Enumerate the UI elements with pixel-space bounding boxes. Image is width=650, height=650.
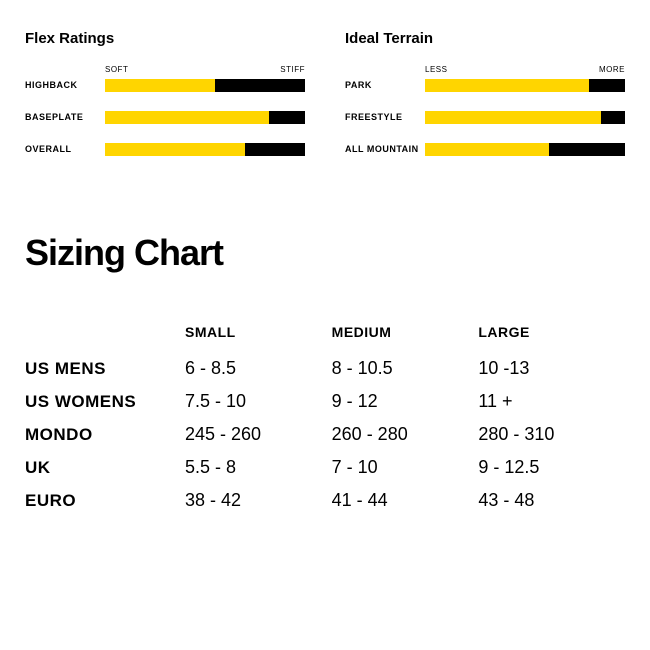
sizing-row: UK5.5 - 87 - 109 - 12.5 <box>25 457 625 478</box>
terrain-scale-left: LESS <box>425 65 447 74</box>
col-header: SMALL <box>185 324 332 340</box>
sizing-cell: 7 - 10 <box>332 457 479 478</box>
sizing-header-row: SMALL MEDIUM LARGE <box>25 324 625 340</box>
sizing-row: EURO38 - 4241 - 4443 - 48 <box>25 490 625 511</box>
terrain-label: FREESTYLE <box>345 112 425 122</box>
flex-title: Flex Ratings <box>25 30 305 47</box>
sizing-row-label: EURO <box>25 491 185 511</box>
sizing-cell: 10 -13 <box>478 358 625 379</box>
terrain-bar-track <box>425 79 625 92</box>
sizing-cell: 9 - 12 <box>332 391 479 412</box>
ratings-section: Flex Ratings SOFT STIFF HIGHBACK BASEPLAT… <box>25 30 625 172</box>
sizing-row-label: MONDO <box>25 425 185 445</box>
flex-row: HIGHBACK <box>25 76 305 94</box>
sizing-cell: 41 - 44 <box>332 490 479 511</box>
flex-label: BASEPLATE <box>25 112 105 122</box>
sizing-cell: 7.5 - 10 <box>185 391 332 412</box>
terrain-row: FREESTYLE <box>345 108 625 126</box>
sizing-row-label: UK <box>25 458 185 478</box>
flex-bar-track <box>105 79 305 92</box>
flex-label: HIGHBACK <box>25 80 105 90</box>
flex-bar-fill <box>105 143 245 156</box>
sizing-cell: 260 - 280 <box>332 424 479 445</box>
flex-bar-fill <box>105 79 215 92</box>
flex-bar-fill <box>105 111 269 124</box>
terrain-bar-fill <box>425 111 601 124</box>
sizing-cell: 9 - 12.5 <box>478 457 625 478</box>
flex-bar-track <box>105 143 305 156</box>
terrain-bar-track <box>425 143 625 156</box>
terrain-label: PARK <box>345 80 425 90</box>
sizing-row-label: US MENS <box>25 359 185 379</box>
terrain-row: ALL MOUNTAIN <box>345 140 625 158</box>
flex-scale-left: SOFT <box>105 65 128 74</box>
flex-ratings: Flex Ratings SOFT STIFF HIGHBACK BASEPLAT… <box>25 30 305 172</box>
terrain-bar-fill <box>425 79 589 92</box>
flex-label: OVERALL <box>25 144 105 154</box>
flex-row: OVERALL <box>25 140 305 158</box>
col-header: MEDIUM <box>332 324 479 340</box>
sizing-cell: 43 - 48 <box>478 490 625 511</box>
terrain-scale-right: MORE <box>599 65 625 74</box>
terrain-bar-track <box>425 111 625 124</box>
sizing-cell: 280 - 310 <box>478 424 625 445</box>
sizing-table: SMALL MEDIUM LARGE US MENS6 - 8.58 - 10.… <box>25 324 625 511</box>
sizing-row-label: US WOMENS <box>25 392 185 412</box>
sizing-title: Sizing Chart <box>25 232 625 274</box>
flex-scale-right: STIFF <box>280 65 305 74</box>
sizing-cell: 11 + <box>478 391 625 412</box>
sizing-cell: 5.5 - 8 <box>185 457 332 478</box>
flex-bar-track <box>105 111 305 124</box>
flex-row: BASEPLATE <box>25 108 305 126</box>
col-header: LARGE <box>478 324 625 340</box>
sizing-cell: 6 - 8.5 <box>185 358 332 379</box>
terrain-label: ALL MOUNTAIN <box>345 144 425 154</box>
flex-scale-labels: SOFT STIFF <box>105 65 305 74</box>
sizing-cell: 245 - 260 <box>185 424 332 445</box>
sizing-cell: 8 - 10.5 <box>332 358 479 379</box>
sizing-row: US MENS6 - 8.58 - 10.510 -13 <box>25 358 625 379</box>
sizing-row: US WOMENS7.5 - 109 - 1211 + <box>25 391 625 412</box>
sizing-cell: 38 - 42 <box>185 490 332 511</box>
terrain-title: Ideal Terrain <box>345 30 625 47</box>
terrain-ratings: Ideal Terrain LESS MORE PARK FREESTYLE ALL… <box>345 30 625 172</box>
terrain-scale-labels: LESS MORE <box>425 65 625 74</box>
terrain-row: PARK <box>345 76 625 94</box>
sizing-row: MONDO245 - 260260 - 280280 - 310 <box>25 424 625 445</box>
terrain-bar-fill <box>425 143 549 156</box>
